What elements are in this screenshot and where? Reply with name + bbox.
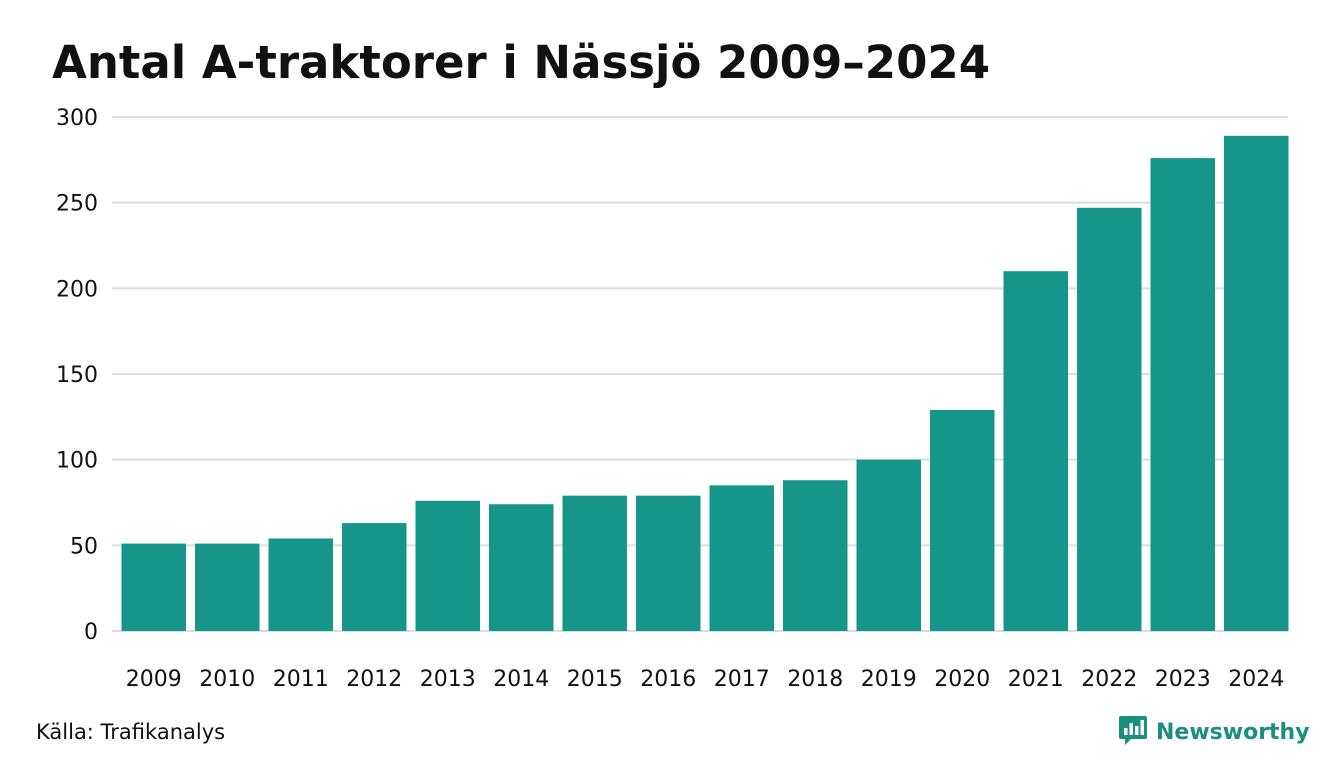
chart-title: Antal A-traktorer i Nässjö 2009–2024: [52, 36, 991, 89]
bar: [1077, 207, 1142, 631]
bar: [856, 459, 921, 631]
x-tick-label: 2009: [126, 667, 182, 692]
x-tick-label: 2018: [787, 667, 843, 692]
x-tick-label: 2014: [493, 667, 549, 692]
bar: [636, 495, 701, 631]
x-tick-label: 2010: [199, 667, 255, 692]
x-tick-label: 2019: [861, 667, 917, 692]
bar: [1150, 158, 1215, 631]
bar: [121, 543, 186, 631]
y-tick-label: 50: [70, 534, 98, 559]
x-tick-label: 2013: [420, 667, 476, 692]
newsworthy-logo-icon: [1118, 714, 1148, 751]
brand-logo: Newsworthy: [1118, 714, 1310, 751]
bar: [195, 543, 260, 631]
y-tick-label: 100: [56, 449, 98, 474]
bar: [1003, 271, 1068, 631]
x-tick-label: 2024: [1228, 667, 1284, 692]
x-tick-label: 2021: [1008, 667, 1064, 692]
x-tick-label: 2016: [640, 667, 696, 692]
bar: [562, 495, 627, 631]
y-tick-label: 200: [56, 277, 98, 302]
y-tick-label: 0: [84, 620, 98, 645]
x-tick-label: 2017: [714, 667, 770, 692]
source-note: Källa: Trafikanalys: [36, 720, 226, 744]
x-tick-label: 2022: [1081, 667, 1137, 692]
y-tick-label: 250: [56, 192, 98, 217]
x-tick-label: 2020: [934, 667, 990, 692]
bar: [1224, 135, 1289, 631]
y-tick-label: 300: [56, 106, 98, 131]
bar: [930, 409, 995, 631]
bar: [415, 500, 480, 631]
bar: [783, 480, 848, 631]
x-tick-label: 2015: [567, 667, 623, 692]
x-tick-label: 2012: [346, 667, 402, 692]
x-tick-label: 2011: [273, 667, 329, 692]
bar: [709, 485, 774, 631]
y-tick-label: 150: [56, 363, 98, 388]
brand-name: Newsworthy: [1156, 720, 1310, 745]
bar: [489, 504, 554, 631]
x-tick-label: 2023: [1155, 667, 1211, 692]
bar: [342, 523, 407, 631]
bar: [268, 538, 333, 631]
